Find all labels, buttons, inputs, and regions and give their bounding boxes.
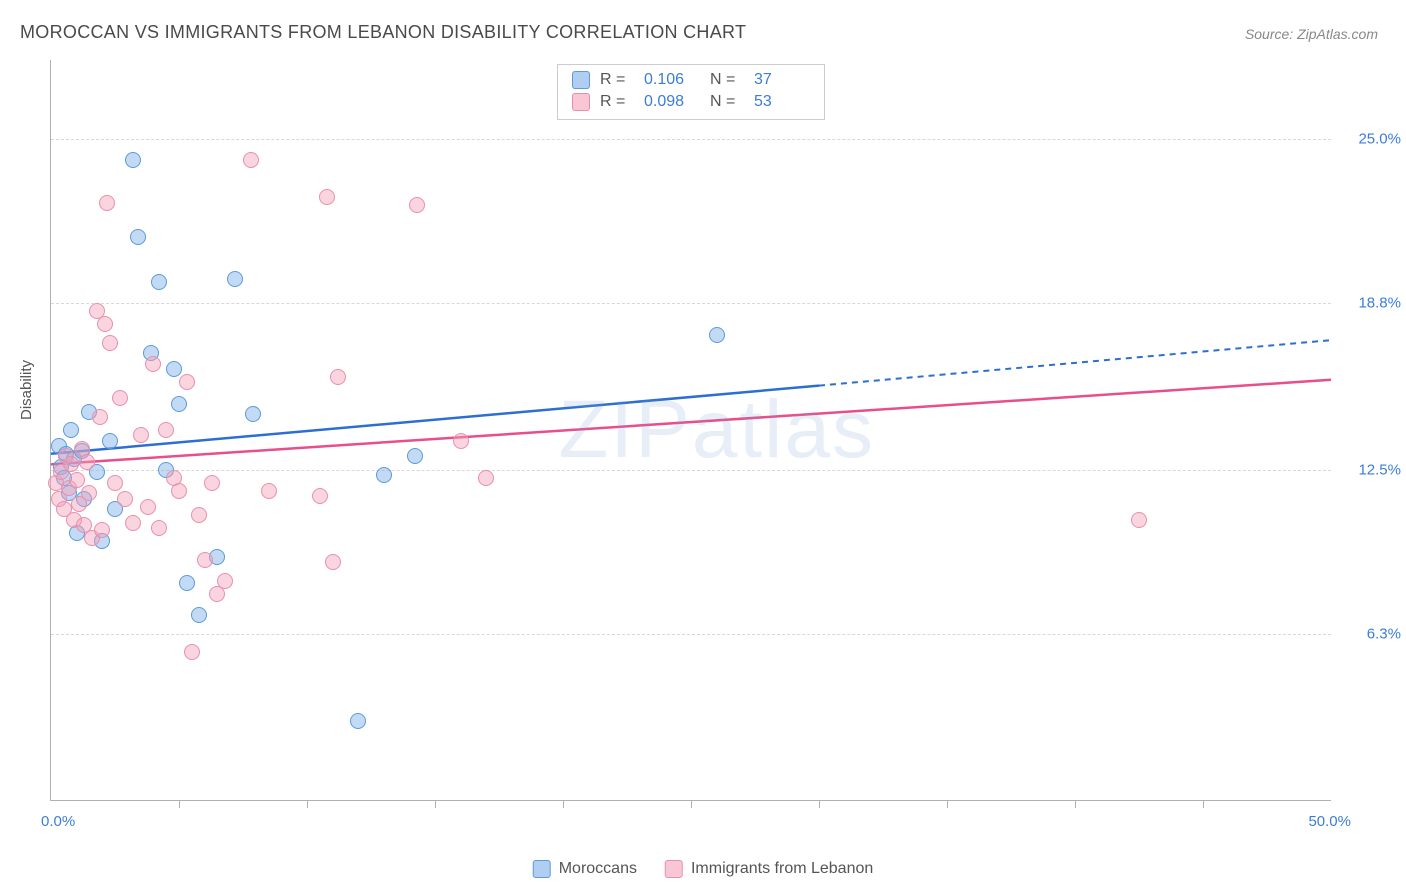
data-point <box>312 488 328 504</box>
data-point <box>102 335 118 351</box>
data-point <box>227 271 243 287</box>
data-point <box>261 483 277 499</box>
data-point <box>69 472 85 488</box>
legend-item-moroccans: Moroccans <box>533 860 637 878</box>
data-point <box>197 552 213 568</box>
x-tick <box>307 800 308 808</box>
trend-lines <box>51 60 1331 800</box>
data-point <box>243 152 259 168</box>
gridline <box>51 139 1331 140</box>
r-label: R = <box>600 91 634 113</box>
x-tick <box>691 800 692 808</box>
n-value: 37 <box>754 69 810 91</box>
data-point <box>158 422 174 438</box>
legend-row: R = 0.106 N = 37 <box>572 69 810 91</box>
data-point <box>140 499 156 515</box>
data-point <box>130 229 146 245</box>
data-point <box>145 356 161 372</box>
data-point <box>184 644 200 660</box>
correlation-legend: R = 0.106 N = 37 R = 0.098 N = 53 <box>557 64 825 120</box>
data-point <box>350 713 366 729</box>
plot-area: ZIPatlas R =0.106N =37R =0.098N =53 0.0%… <box>50 60 1331 801</box>
data-point <box>204 475 220 491</box>
x-tick <box>179 800 180 808</box>
data-point <box>171 396 187 412</box>
data-point <box>151 274 167 290</box>
data-point <box>112 390 128 406</box>
data-point <box>151 520 167 536</box>
data-point <box>1131 512 1147 528</box>
data-point <box>125 515 141 531</box>
y-tick-label: 6.3% <box>1341 625 1401 642</box>
data-point <box>191 607 207 623</box>
swatch-blue <box>533 860 551 878</box>
data-point <box>166 361 182 377</box>
legend-row: R = 0.098 N = 53 <box>572 91 810 113</box>
data-point <box>325 554 341 570</box>
source-label: Source: ZipAtlas.com <box>1245 26 1378 42</box>
y-tick-label: 18.8% <box>1341 295 1401 312</box>
data-point <box>319 189 335 205</box>
y-tick-label: 12.5% <box>1341 461 1401 478</box>
data-point <box>478 470 494 486</box>
data-point <box>709 327 725 343</box>
legend-label: Moroccans <box>559 860 637 878</box>
data-point <box>94 522 110 538</box>
x-tick <box>563 800 564 808</box>
data-point <box>191 507 207 523</box>
n-label: N = <box>710 69 744 91</box>
legend-label: Immigrants from Lebanon <box>691 860 873 878</box>
y-tick-label: 25.0% <box>1341 131 1401 148</box>
data-point <box>245 406 261 422</box>
data-point <box>179 374 195 390</box>
r-label: R = <box>600 69 634 91</box>
data-point <box>133 427 149 443</box>
data-point <box>376 467 392 483</box>
x-tick <box>1203 800 1204 808</box>
series-legend: Moroccans Immigrants from Lebanon <box>533 860 874 878</box>
y-axis-title: Disability <box>18 360 35 420</box>
data-point <box>117 491 133 507</box>
x-axis-min-label: 0.0% <box>41 813 75 830</box>
x-tick <box>1075 800 1076 808</box>
data-point <box>81 485 97 501</box>
chart-title: MOROCCAN VS IMMIGRANTS FROM LEBANON DISA… <box>20 22 746 43</box>
data-point <box>63 422 79 438</box>
n-value: 53 <box>754 91 810 113</box>
swatch-blue <box>572 71 590 89</box>
data-point <box>171 483 187 499</box>
x-tick <box>947 800 948 808</box>
data-point <box>330 369 346 385</box>
data-point <box>99 195 115 211</box>
gridline <box>51 634 1331 635</box>
gridline <box>51 303 1331 304</box>
data-point <box>217 573 233 589</box>
data-point <box>79 454 95 470</box>
data-point <box>407 448 423 464</box>
x-tick <box>435 800 436 808</box>
data-point <box>179 575 195 591</box>
x-tick <box>819 800 820 808</box>
data-point <box>409 197 425 213</box>
data-point <box>92 409 108 425</box>
gridline <box>51 470 1331 471</box>
r-value: 0.098 <box>644 91 700 113</box>
r-value: 0.106 <box>644 69 700 91</box>
data-point <box>453 433 469 449</box>
swatch-pink <box>665 860 683 878</box>
legend-item-lebanon: Immigrants from Lebanon <box>665 860 873 878</box>
data-point <box>125 152 141 168</box>
x-axis-max-label: 50.0% <box>1308 813 1351 830</box>
data-point <box>102 433 118 449</box>
n-label: N = <box>710 91 744 113</box>
data-point <box>97 316 113 332</box>
data-point <box>107 475 123 491</box>
swatch-pink <box>572 93 590 111</box>
data-point <box>63 456 79 472</box>
